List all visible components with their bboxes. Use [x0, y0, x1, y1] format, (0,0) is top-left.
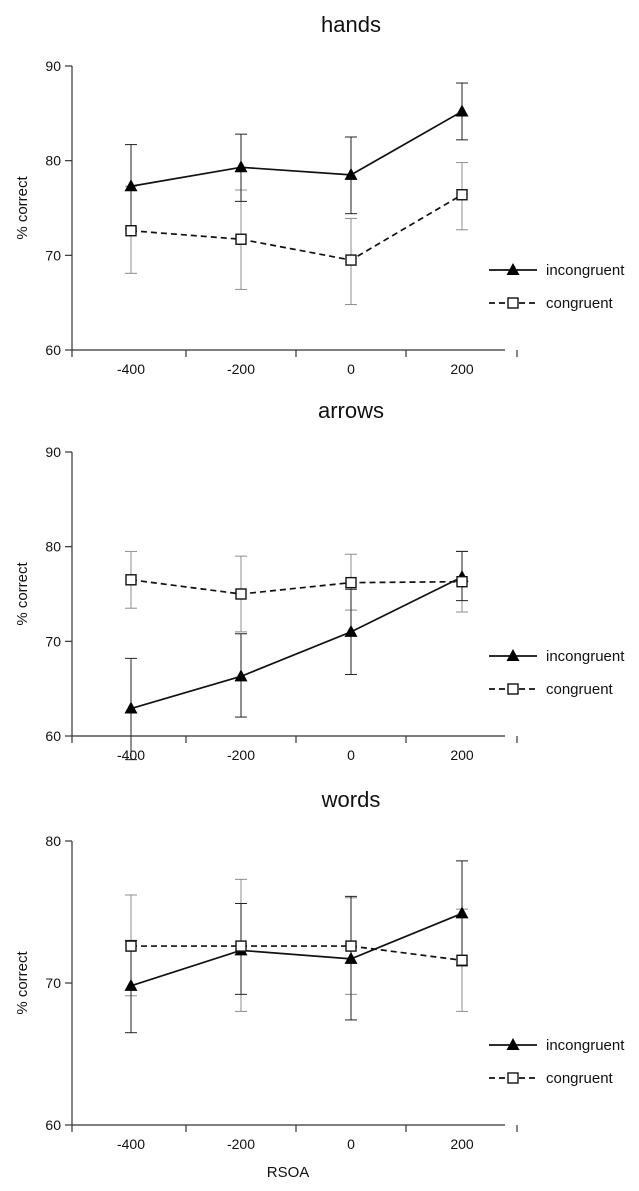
point-incongruent — [234, 669, 248, 682]
y-tick-label: 60 — [45, 728, 61, 744]
chart-title: hands — [321, 12, 381, 37]
point-incongruent — [455, 906, 469, 919]
x-tick-label: 0 — [347, 1136, 355, 1152]
y-tick-label: 60 — [45, 342, 61, 358]
y-tick-label: 60 — [45, 1117, 61, 1133]
series-line-incongruent — [130, 110, 463, 188]
point-congruent — [235, 940, 247, 952]
point-congruent — [345, 254, 357, 266]
legend-label-congruent: congruent — [546, 295, 614, 312]
point-incongruent — [455, 104, 469, 117]
x-tick-label: 200 — [450, 747, 474, 763]
x-tick-label: 200 — [450, 1136, 474, 1152]
y-tick-label: 80 — [45, 833, 61, 849]
x-tick-label: 200 — [450, 361, 474, 377]
y-tick-label: 80 — [45, 539, 61, 555]
point-congruent — [345, 940, 357, 952]
y-tick-label: 90 — [45, 444, 61, 460]
legend-marker-congruent — [507, 1072, 519, 1084]
legend-marker-congruent — [507, 683, 519, 695]
chart-title: words — [321, 787, 381, 812]
legend-label-congruent: congruent — [546, 1070, 614, 1087]
x-tick-label: -200 — [227, 361, 255, 377]
x-tick-label: -400 — [117, 361, 145, 377]
legend-marker-congruent — [507, 297, 519, 309]
y-tick-label: 70 — [45, 247, 61, 263]
legend-marker-incongruent — [506, 263, 520, 275]
point-congruent — [125, 225, 137, 237]
point-incongruent — [344, 951, 358, 964]
chart-title: arrows — [318, 398, 384, 423]
legend-label-congruent: congruent — [546, 681, 614, 698]
y-axis-label: % correct — [14, 176, 31, 240]
legend-label-incongruent: incongruent — [546, 262, 625, 279]
series-line-congruent — [130, 194, 463, 261]
chart-panel-words: words 60 70 80 -400 -200 0 200 % correct RSOA inco… — [14, 787, 625, 1181]
point-incongruent — [344, 624, 358, 637]
point-incongruent — [234, 160, 248, 173]
x-tick-label: 0 — [347, 747, 355, 763]
point-congruent — [456, 189, 468, 201]
y-axis-label: % correct — [14, 951, 31, 1015]
legend-label-incongruent: incongruent — [546, 648, 625, 665]
x-axis-label: RSOA — [267, 1164, 310, 1181]
point-incongruent — [124, 978, 138, 991]
y-tick-label: 70 — [45, 975, 61, 991]
series-line-incongruent — [130, 912, 463, 987]
point-congruent — [345, 576, 357, 589]
x-tick-label: -400 — [117, 1136, 145, 1152]
point-incongruent — [124, 179, 138, 192]
point-congruent — [235, 588, 247, 600]
point-incongruent — [124, 701, 138, 714]
point-congruent — [456, 954, 468, 966]
point-congruent — [125, 574, 137, 586]
chart-panel-hands: hands 60 70 80 90 -400 -200 0 200 % correct incong… — [14, 12, 625, 377]
point-congruent — [456, 575, 468, 588]
series-line-incongruent — [130, 576, 463, 710]
point-congruent — [235, 233, 247, 245]
x-tick-label: -200 — [227, 747, 255, 763]
legend-marker-incongruent — [506, 1038, 520, 1050]
series-line-congruent — [130, 578, 463, 595]
point-incongruent — [344, 167, 358, 180]
legend-marker-incongruent — [506, 649, 520, 661]
legend-label-incongruent: incongruent — [546, 1037, 625, 1054]
y-tick-label: 80 — [45, 153, 61, 169]
y-tick-label: 70 — [45, 633, 61, 649]
y-axis-label: % correct — [14, 562, 31, 626]
point-congruent — [125, 940, 137, 952]
series-line-congruent — [131, 945, 463, 962]
x-tick-label: -200 — [227, 1136, 255, 1152]
x-tick-label: 0 — [347, 361, 355, 377]
y-tick-label: 90 — [45, 58, 61, 74]
